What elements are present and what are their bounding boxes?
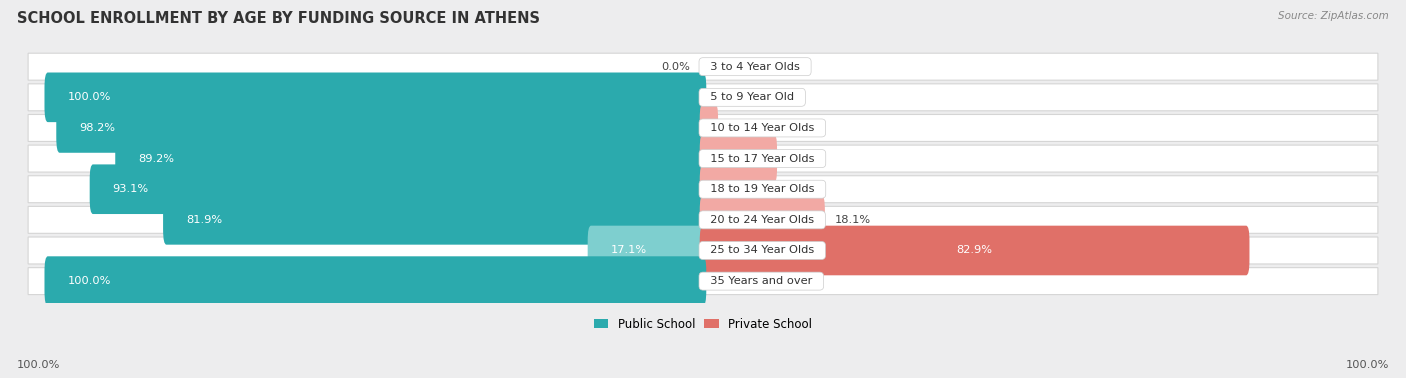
Text: 0.0%: 0.0% <box>661 62 690 72</box>
Text: 81.9%: 81.9% <box>186 215 222 225</box>
FancyBboxPatch shape <box>28 206 1378 233</box>
Text: 100.0%: 100.0% <box>67 276 111 286</box>
Text: 100.0%: 100.0% <box>17 361 60 370</box>
FancyBboxPatch shape <box>28 53 1378 80</box>
Text: 6.9%: 6.9% <box>761 184 790 194</box>
Text: 5 to 9 Year Old: 5 to 9 Year Old <box>703 92 801 102</box>
Legend: Public School, Private School: Public School, Private School <box>589 313 817 335</box>
FancyBboxPatch shape <box>45 73 706 122</box>
FancyBboxPatch shape <box>28 145 1378 172</box>
Text: 10.8%: 10.8% <box>787 153 823 164</box>
FancyBboxPatch shape <box>700 134 778 183</box>
Text: 15 to 17 Year Olds: 15 to 17 Year Olds <box>703 153 821 164</box>
Text: Source: ZipAtlas.com: Source: ZipAtlas.com <box>1278 11 1389 21</box>
FancyBboxPatch shape <box>28 115 1378 141</box>
FancyBboxPatch shape <box>28 237 1378 264</box>
FancyBboxPatch shape <box>90 164 706 214</box>
Text: 100.0%: 100.0% <box>1346 361 1389 370</box>
Text: 1.8%: 1.8% <box>728 123 756 133</box>
FancyBboxPatch shape <box>588 226 706 275</box>
FancyBboxPatch shape <box>700 103 718 153</box>
Text: 0.0%: 0.0% <box>716 92 745 102</box>
FancyBboxPatch shape <box>700 164 751 214</box>
FancyBboxPatch shape <box>700 195 825 245</box>
FancyBboxPatch shape <box>28 176 1378 203</box>
FancyBboxPatch shape <box>28 84 1378 111</box>
Text: 0.0%: 0.0% <box>716 62 745 72</box>
Text: 82.9%: 82.9% <box>956 245 993 256</box>
Text: 25 to 34 Year Olds: 25 to 34 Year Olds <box>703 245 821 256</box>
Text: 10 to 14 Year Olds: 10 to 14 Year Olds <box>703 123 821 133</box>
Text: 20 to 24 Year Olds: 20 to 24 Year Olds <box>703 215 821 225</box>
Text: SCHOOL ENROLLMENT BY AGE BY FUNDING SOURCE IN ATHENS: SCHOOL ENROLLMENT BY AGE BY FUNDING SOUR… <box>17 11 540 26</box>
FancyBboxPatch shape <box>115 134 706 183</box>
Text: 100.0%: 100.0% <box>67 92 111 102</box>
Text: 35 Years and over: 35 Years and over <box>703 276 820 286</box>
Text: 98.2%: 98.2% <box>79 123 115 133</box>
FancyBboxPatch shape <box>700 226 1250 275</box>
Text: 89.2%: 89.2% <box>138 153 174 164</box>
FancyBboxPatch shape <box>28 268 1378 294</box>
Text: 17.1%: 17.1% <box>610 245 647 256</box>
FancyBboxPatch shape <box>56 103 706 153</box>
Text: 93.1%: 93.1% <box>112 184 149 194</box>
Text: 18 to 19 Year Olds: 18 to 19 Year Olds <box>703 184 821 194</box>
Text: 18.1%: 18.1% <box>835 215 870 225</box>
Text: 3 to 4 Year Olds: 3 to 4 Year Olds <box>703 62 807 72</box>
FancyBboxPatch shape <box>163 195 706 245</box>
Text: 0.0%: 0.0% <box>716 276 745 286</box>
FancyBboxPatch shape <box>45 256 706 306</box>
